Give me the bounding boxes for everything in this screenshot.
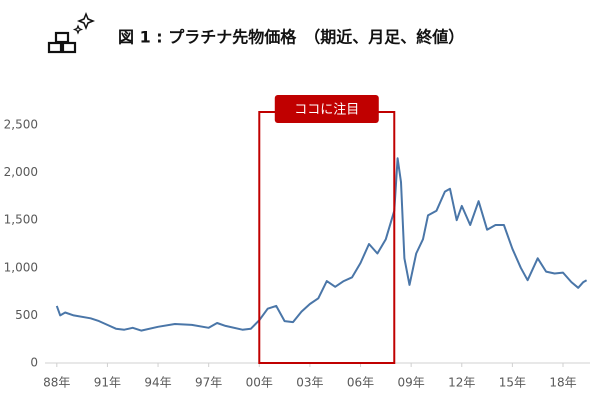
x-tick-label: 97年 xyxy=(195,376,222,390)
highlight-box xyxy=(258,111,396,364)
x-tick-label: 09年 xyxy=(398,376,425,390)
x-tick-label: 06年 xyxy=(347,376,374,390)
x-tick-label: 18年 xyxy=(549,376,576,390)
y-tick-label: 1,500 xyxy=(4,213,38,227)
x-tick-label: 94年 xyxy=(144,376,171,390)
x-tick-label: 00年 xyxy=(246,376,273,390)
highlight-label-bg xyxy=(274,95,379,123)
y-tick-label: 2,500 xyxy=(4,118,38,132)
y-tick-label: 500 xyxy=(15,308,38,322)
gold-bars-icon xyxy=(47,11,96,54)
x-tick-label: 12年 xyxy=(448,376,475,390)
y-tick-label: 2,000 xyxy=(4,165,38,179)
y-tick-label: 1,000 xyxy=(4,260,38,274)
highlight-label: ココに注目 xyxy=(294,103,359,118)
x-tick-label: 91年 xyxy=(94,376,121,390)
price-line xyxy=(55,157,588,332)
y-tick-label: 0 xyxy=(30,356,38,370)
x-tick-label: 15年 xyxy=(499,376,526,390)
x-tick-label: 88年 xyxy=(43,376,70,390)
chart-title: 図 1 : プラチナ先物価格 （期近、月足、終値） xyxy=(118,28,464,47)
x-tick-label: 03年 xyxy=(296,376,323,390)
